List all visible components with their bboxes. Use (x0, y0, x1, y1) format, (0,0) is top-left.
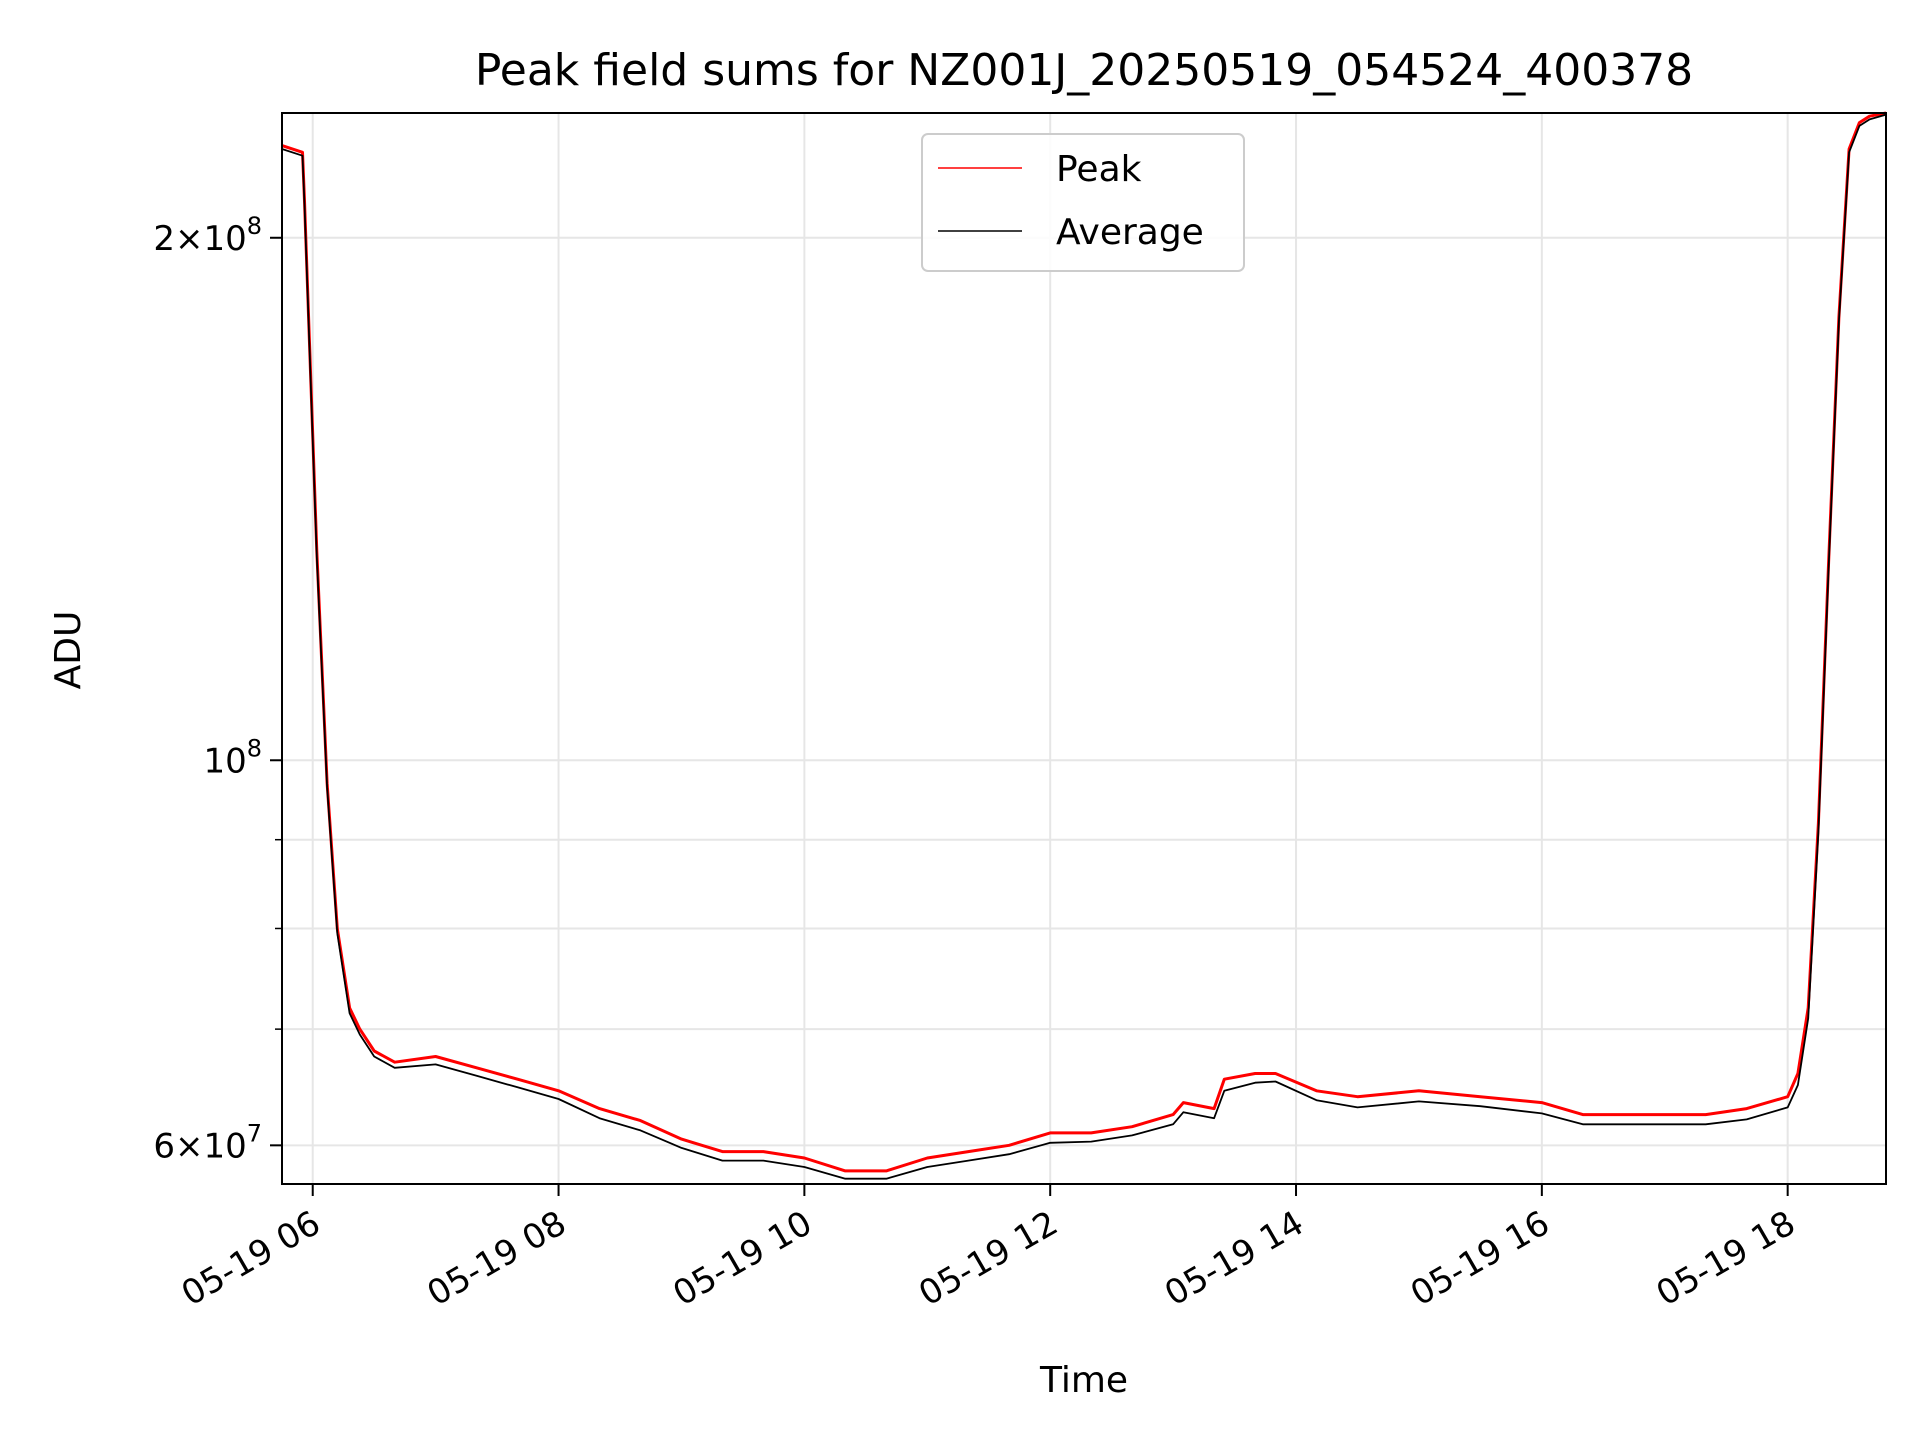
x-axis-label: Time (1039, 1360, 1128, 1401)
y-tick-label: 108 (203, 734, 262, 781)
y-tick-label: 6×107 (153, 1119, 262, 1166)
series-lines (281, 111, 1887, 1180)
y-tick-label-base: 2×10 (153, 219, 246, 259)
y-tick-label-exponent: 8 (247, 212, 262, 240)
plot-frame (281, 112, 1887, 1185)
y-tick-label: 2×108 (153, 212, 262, 259)
legend-label-peak: Peak (1056, 149, 1142, 190)
legend: Peak Average (921, 133, 1245, 272)
chart-title: Peak field sums for NZ001J_20250519_0545… (475, 45, 1693, 96)
y-tick-label-base: 10 (203, 741, 246, 781)
y-axis-label: ADU (48, 611, 89, 690)
series-line-peak (281, 111, 1887, 1173)
y-tick-label-exponent: 7 (247, 1119, 262, 1147)
y-tick-label-base: 6×10 (153, 1126, 246, 1166)
grid (282, 113, 1886, 1184)
y-tick-label-exponent: 8 (247, 734, 262, 762)
series-line-average (281, 113, 1887, 1180)
legend-label-average: Average (1056, 212, 1204, 253)
